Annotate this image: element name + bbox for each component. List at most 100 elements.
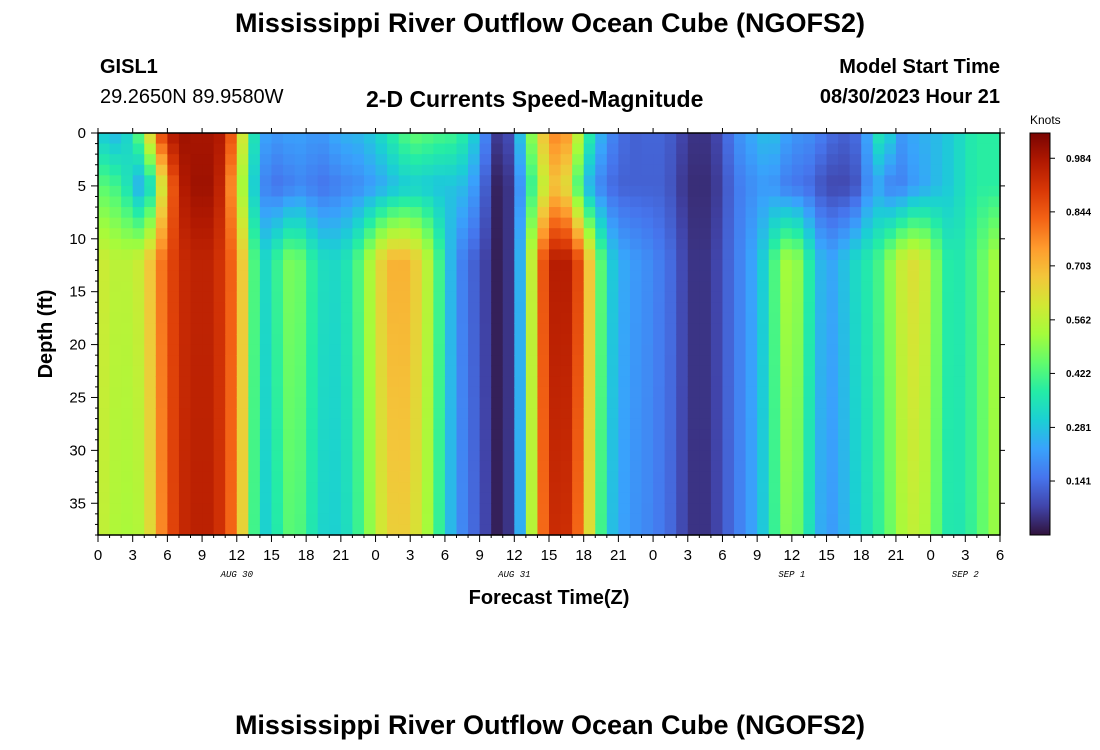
heatmap-cell: [259, 154, 273, 166]
heatmap-cell: [699, 133, 712, 145]
heatmap-cell: [352, 175, 365, 187]
heatmap-cell: [768, 143, 781, 155]
heatmap-cell: [225, 164, 238, 176]
heatmap-cell: [514, 397, 527, 409]
heatmap-cell: [687, 439, 700, 451]
heatmap-cell: [930, 196, 943, 208]
heatmap-cell: [306, 175, 319, 187]
heatmap-cell: [803, 408, 816, 420]
heatmap-cell: [595, 143, 608, 155]
heatmap-cell: [814, 196, 828, 208]
heatmap-cell: [132, 291, 145, 303]
heatmap-cell: [167, 450, 180, 462]
heatmap-cell: [549, 524, 562, 536]
x-tick-label: 6: [441, 547, 449, 564]
heatmap-cell: [826, 133, 839, 145]
heatmap-cell: [653, 460, 666, 473]
heatmap-cell: [525, 217, 539, 229]
heatmap-cell: [167, 164, 180, 176]
heatmap-cell: [919, 397, 932, 409]
heatmap-cell: [814, 228, 828, 240]
heatmap-cell: [491, 291, 504, 303]
heatmap-cell: [190, 471, 203, 483]
heatmap-cell: [456, 270, 469, 282]
heatmap-cell: [722, 238, 735, 250]
heatmap-cell: [121, 281, 134, 293]
heatmap-cell: [306, 376, 319, 388]
heatmap-cell: [641, 397, 654, 409]
heatmap-cell: [838, 291, 851, 303]
heatmap-cell: [514, 418, 527, 430]
heatmap-cell: [629, 513, 643, 526]
heatmap-cell: [444, 238, 458, 250]
heatmap-cell: [676, 249, 689, 261]
heatmap-cell: [606, 397, 619, 409]
heatmap-cell: [734, 164, 747, 176]
heatmap-cell: [283, 323, 296, 335]
heatmap-cell: [872, 323, 885, 335]
heatmap-cell: [248, 471, 261, 483]
heatmap-cell: [109, 281, 122, 293]
heatmap-cell: [259, 312, 273, 325]
heatmap-cell: [444, 386, 458, 399]
heatmap-cell: [826, 439, 839, 451]
heatmap-cell: [595, 429, 608, 441]
heatmap-cell: [109, 302, 122, 314]
heatmap-cell: [444, 365, 458, 377]
heatmap-cell: [953, 270, 966, 282]
heatmap-cell: [814, 408, 828, 420]
heatmap-cell: [306, 355, 319, 367]
heatmap-cell: [849, 164, 862, 176]
heatmap-cell: [930, 270, 943, 282]
heatmap-cell: [306, 471, 319, 483]
heatmap-cell: [178, 175, 192, 187]
heatmap-cell: [98, 334, 111, 346]
heatmap-cell: [618, 524, 631, 536]
heatmap-cell: [722, 249, 735, 261]
heatmap-cell: [306, 133, 319, 145]
heatmap-cell: [907, 365, 920, 377]
heatmap-cell: [329, 344, 342, 356]
heatmap-cell: [849, 196, 862, 208]
heatmap-cell: [722, 217, 735, 229]
heatmap-cell: [826, 429, 839, 441]
heatmap-cell: [791, 281, 805, 293]
heatmap-cell: [572, 334, 585, 346]
heatmap-cell: [456, 334, 469, 346]
heatmap-cell: [456, 291, 469, 303]
heatmap-cell: [225, 323, 238, 335]
heatmap-cell: [456, 397, 469, 409]
heatmap-cell: [965, 312, 978, 325]
heatmap-cell: [306, 344, 319, 356]
heatmap-cell: [953, 302, 966, 314]
heatmap-cell: [814, 344, 828, 356]
heatmap-cell: [468, 513, 481, 526]
heatmap-cell: [664, 217, 677, 229]
heatmap-cell: [479, 376, 492, 388]
x-tick-label: 9: [475, 547, 483, 564]
heatmap-cell: [699, 270, 712, 282]
heatmap-cell: [202, 450, 215, 462]
heatmap-cell: [525, 270, 539, 282]
heatmap-cell: [178, 207, 192, 219]
heatmap-cell: [884, 408, 897, 420]
heatmap-cell: [861, 450, 874, 462]
heatmap-cell: [398, 344, 411, 356]
heatmap-cell: [757, 429, 770, 441]
heatmap-cell: [398, 185, 411, 198]
heatmap-cell: [641, 196, 654, 208]
heatmap-cell: [687, 365, 700, 377]
heatmap-cell: [421, 164, 434, 176]
heatmap-cell: [606, 492, 619, 504]
heatmap-cell: [167, 513, 180, 526]
heatmap-cell: [363, 323, 377, 335]
heatmap-cell: [838, 259, 851, 272]
heatmap-cell: [629, 196, 643, 208]
heatmap-cell: [144, 154, 157, 166]
heatmap-cell: [583, 164, 596, 176]
heatmap-cell: [676, 133, 689, 145]
heatmap-cell: [294, 323, 307, 335]
heatmap-cell: [895, 302, 909, 314]
heatmap-cell: [537, 482, 550, 494]
heatmap-cell: [988, 312, 1001, 325]
